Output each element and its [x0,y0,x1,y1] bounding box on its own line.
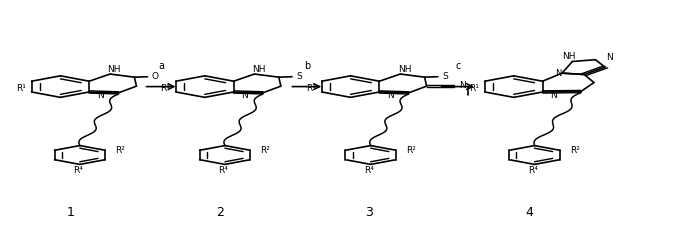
Text: 4: 4 [525,206,533,219]
Text: N: N [606,53,613,62]
Text: NH: NH [107,65,121,74]
Text: N: N [241,91,248,100]
Text: R⁴: R⁴ [528,166,538,175]
Text: 1: 1 [67,206,75,219]
Text: R¹: R¹ [306,84,316,93]
Text: R²: R² [406,146,416,155]
Text: R²: R² [115,146,125,155]
Text: O: O [152,72,159,81]
Text: R⁴: R⁴ [73,166,84,175]
Text: b: b [304,61,310,71]
Text: R⁴: R⁴ [219,166,229,175]
Text: N: N [97,91,104,100]
Text: S: S [297,72,302,81]
Text: NH: NH [252,65,266,74]
Text: R¹: R¹ [469,84,479,93]
Text: R²: R² [260,146,270,155]
Text: c: c [455,61,461,71]
Text: NH: NH [398,65,411,74]
Text: N: N [387,91,394,100]
Text: S: S [443,72,448,81]
Text: R¹: R¹ [160,84,170,93]
Text: NH: NH [562,52,576,61]
Text: N: N [556,69,562,78]
Text: 3: 3 [365,206,374,219]
Text: 2: 2 [216,206,224,219]
Text: a: a [158,61,164,71]
Text: N: N [459,81,466,90]
Text: R²: R² [570,146,580,155]
Text: N: N [551,91,557,100]
Text: R⁴: R⁴ [365,166,374,175]
Text: R¹: R¹ [16,84,26,93]
